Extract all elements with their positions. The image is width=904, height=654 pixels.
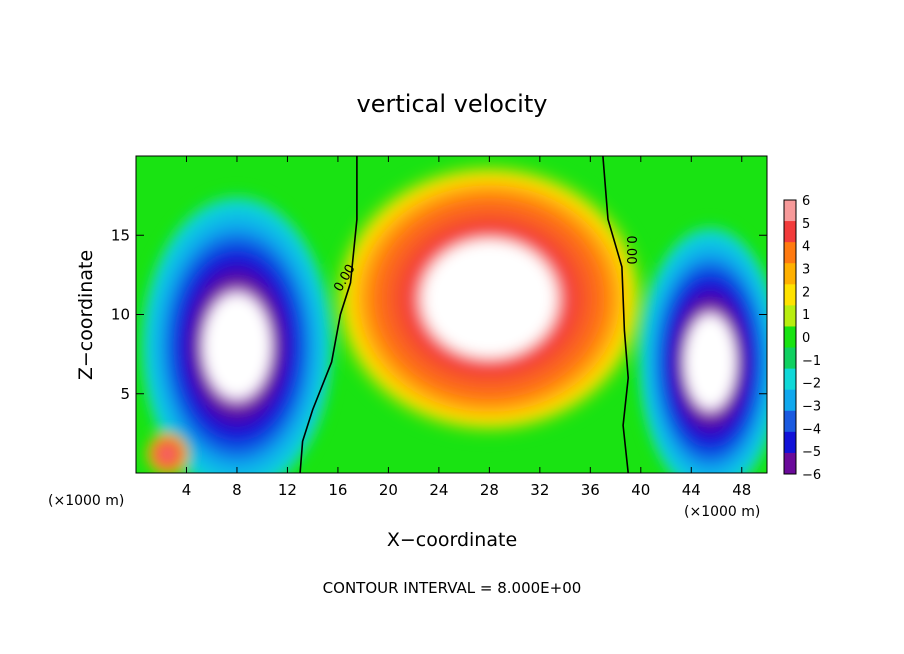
contour-lines [299, 156, 630, 473]
x-tick-label: 40 [631, 481, 650, 499]
x-tick-label: 32 [530, 481, 549, 499]
x-unit-left: (×1000 m) [48, 493, 124, 509]
downdraft-region [634, 219, 767, 473]
colorbar-label: −1 [802, 354, 821, 369]
x-tick-label: 28 [480, 481, 499, 499]
x-tick-label: 12 [278, 481, 297, 499]
colorbar-label: 2 [802, 285, 810, 300]
colorbar-swatch [784, 305, 796, 327]
colorbar-swatch [784, 347, 796, 370]
y-axis: 5 10 15 [111, 226, 767, 403]
zero-contour-right [602, 156, 630, 473]
colorbar-swatch [784, 221, 796, 243]
colorbar-swatch [784, 200, 796, 222]
x-tick-label: 24 [429, 481, 448, 499]
updraft-region [325, 156, 654, 442]
contour-label-right: 0.00 [623, 236, 638, 265]
downdraft-region [136, 187, 338, 473]
y-tick-label: 15 [111, 226, 130, 244]
colorbar-frame [783, 199, 797, 475]
x-axis-label: X−coordinate [387, 529, 517, 551]
x-axis: 4 8 12 16 20 24 28 32 36 40 44 48 [182, 156, 751, 499]
colorbar-swatch [784, 410, 796, 433]
colorbar-label: 6 [802, 194, 810, 209]
colorbar-label: 5 [802, 217, 810, 232]
colorbar-label: 4 [802, 240, 810, 255]
colorbar-swatch [784, 284, 796, 306]
chart-title: vertical velocity [357, 90, 548, 118]
y-tick-label: 10 [111, 306, 130, 324]
colorbar-label: −5 [802, 445, 821, 460]
x-tick-label: 48 [732, 481, 751, 499]
x-tick-label: 8 [232, 481, 242, 499]
x-unit-right: (×1000 m) [684, 504, 760, 520]
x-tick-label: 36 [581, 481, 600, 499]
colorbar-swatch [784, 389, 796, 412]
colorbar-label: −6 [802, 468, 821, 483]
colorbar-label: 3 [802, 263, 810, 278]
colorbar-swatch [784, 326, 796, 349]
y-tick-label: 5 [120, 385, 130, 403]
x-tick-label: 20 [379, 481, 398, 499]
velocity-field [136, 156, 767, 473]
colorbar-label: −3 [802, 400, 821, 415]
x-tick-label: 16 [328, 481, 347, 499]
colorbar: 6 5 4 3 2 1 0 −1 −2 −3 −4 −5 −6 [783, 194, 821, 483]
colorbar-swatch [784, 431, 796, 454]
colorbar-label: 1 [802, 308, 810, 323]
colorbar-label: −2 [802, 377, 821, 392]
contour-interval-note: CONTOUR INTERVAL = 8.000E+00 [323, 579, 582, 597]
colorbar-swatch [784, 242, 796, 264]
updraft-region [142, 428, 193, 473]
x-tick-label: 44 [682, 481, 701, 499]
y-axis-label: Z−coordinate [75, 250, 97, 380]
zero-contour-left [299, 156, 358, 473]
colorbar-label: −4 [802, 422, 821, 437]
plot-area [135, 155, 768, 474]
colorbar-swatch [784, 263, 796, 285]
x-tick-label: 4 [182, 481, 192, 499]
colorbar-label: 0 [802, 331, 810, 346]
colorbar-swatch [784, 452, 796, 475]
colorbar-swatch [784, 368, 796, 391]
